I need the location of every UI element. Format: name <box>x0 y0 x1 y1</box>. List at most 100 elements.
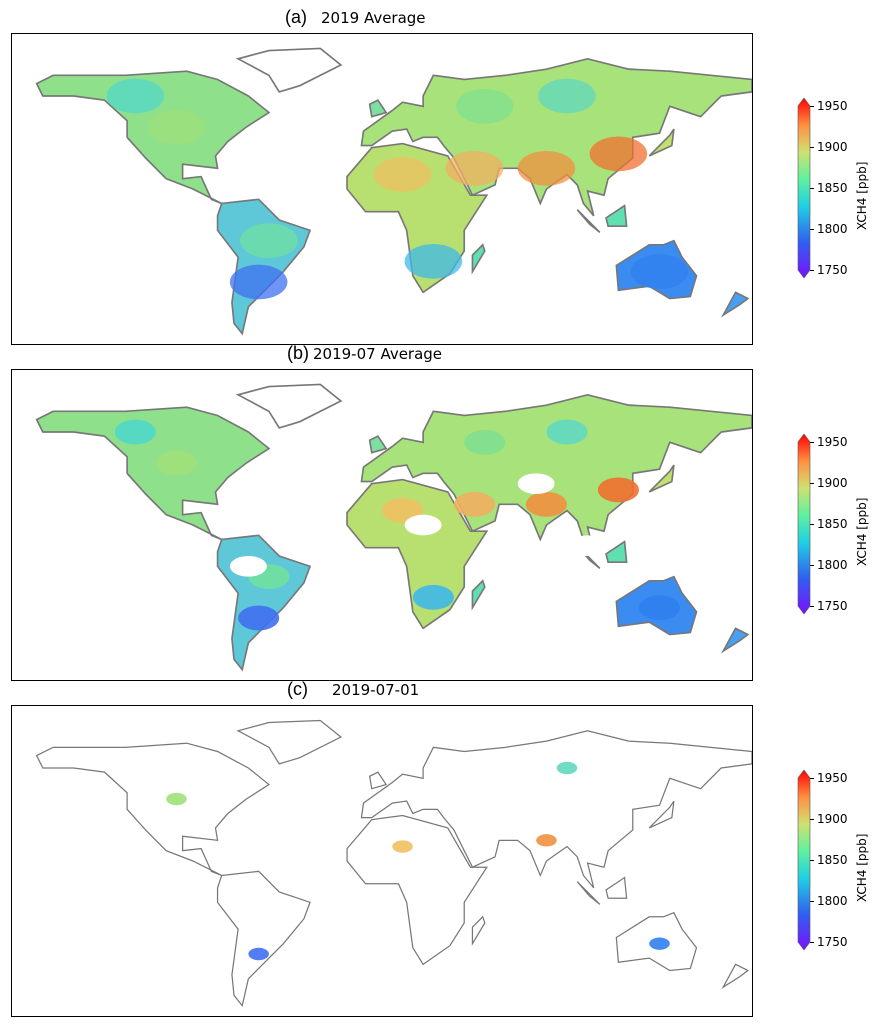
land-eu <box>360 730 752 889</box>
land-na <box>35 406 271 541</box>
colorbar-tick-label: 1900 <box>817 812 848 826</box>
land-nz <box>720 291 750 318</box>
colorbar-tick-label: 1800 <box>817 894 848 908</box>
colorbar-tick-label: 1750 <box>817 263 848 277</box>
xch4-region <box>556 761 578 775</box>
panel-title-text: 2019-07 Average <box>313 345 443 363</box>
xch4-region <box>106 78 165 114</box>
panel-label: (a) <box>285 7 307 27</box>
colorbar-tick-label: 1750 <box>817 935 848 949</box>
land-sa <box>216 534 312 672</box>
xch4-region <box>453 491 496 517</box>
xch4-region <box>166 792 187 806</box>
panel-title: (b) 2019-07 Average <box>287 343 442 364</box>
colorbar-tick-label: 1950 <box>817 435 848 449</box>
colorbar-tick-mark <box>810 442 814 443</box>
xch4-region <box>589 136 648 172</box>
land-mg <box>471 579 486 611</box>
xch4-region <box>229 264 288 300</box>
land-mg <box>471 915 486 946</box>
colorbar-tick-label: 1900 <box>817 476 848 490</box>
xch4-region <box>238 605 280 631</box>
colorbar-tick-mark <box>810 942 814 943</box>
colorbar-tick-mark <box>810 106 814 107</box>
xch4-region <box>538 78 596 114</box>
land-jp <box>648 128 675 157</box>
land-su <box>576 209 601 234</box>
panel-label: (b) <box>287 343 309 363</box>
colorbar-tick-label: 1900 <box>817 140 848 154</box>
map-panel-b <box>11 369 753 681</box>
xch4-region <box>649 937 670 950</box>
land-gl <box>235 47 343 93</box>
xch4-region <box>445 150 504 186</box>
colorbar-tick-mark <box>810 270 814 271</box>
colorbar-tick-mark <box>810 901 814 902</box>
xch4-region <box>456 88 514 124</box>
colorbar-tick-label: 1800 <box>817 558 848 572</box>
panel-title-text: 2019 Average <box>321 9 426 27</box>
land-jp <box>648 464 675 493</box>
colorbar-tick-label: 1850 <box>817 853 848 867</box>
colorbar-tick-mark <box>810 778 814 779</box>
colorbar-tick-mark <box>810 819 814 820</box>
xch4-region <box>373 157 432 192</box>
xch4-region <box>536 834 557 847</box>
xch4-region <box>638 595 681 621</box>
xch4-region <box>464 429 506 455</box>
xch4-region <box>392 840 413 853</box>
land-uk <box>368 771 388 790</box>
colorbar-label: XCH4 [ppb] <box>855 161 869 230</box>
land-bo <box>605 540 628 564</box>
xch4-region <box>404 243 463 279</box>
colorbar-tick-mark <box>810 565 814 566</box>
xch4-region <box>525 491 567 517</box>
land-na <box>35 742 271 877</box>
map-panel-a <box>11 33 753 345</box>
land-nz <box>720 627 750 654</box>
colorbar-tick-label: 1950 <box>817 99 848 113</box>
colorbar-tick-mark <box>810 229 814 230</box>
land-bo <box>605 876 628 899</box>
no-data-region <box>569 535 607 556</box>
no-data-region <box>404 514 442 536</box>
colorbar-tick-mark <box>810 147 814 148</box>
land-uk <box>368 99 388 118</box>
land-gl <box>236 719 343 765</box>
land-bo <box>605 204 628 228</box>
land-af <box>346 814 488 966</box>
colorbar <box>797 97 811 279</box>
colorbar <box>797 433 811 615</box>
no-data-region <box>517 473 555 494</box>
xch4-region <box>597 477 639 503</box>
xch4-region <box>630 254 689 290</box>
land-mg <box>471 243 486 275</box>
panel-title-text: 2019-07-01 <box>332 681 420 699</box>
land-uk <box>368 435 388 454</box>
colorbar-tick-label: 1850 <box>817 181 848 195</box>
xch4-region <box>517 150 576 186</box>
land-eu <box>360 393 752 553</box>
land-nz <box>721 963 750 989</box>
panel-title: (c) 2019-07-01 <box>287 679 419 700</box>
land-af <box>346 478 489 630</box>
colorbar-tick-mark <box>810 860 814 861</box>
land-gl <box>235 383 343 429</box>
land-su <box>576 881 601 905</box>
colorbar-tick-label: 1750 <box>817 599 848 613</box>
colorbar-tick-mark <box>810 483 814 484</box>
colorbar-tick-mark <box>810 524 814 525</box>
land-na <box>35 70 271 205</box>
xch4-region <box>248 947 269 961</box>
xch4-region <box>147 109 206 145</box>
colorbar-tick-mark <box>810 606 814 607</box>
panel-title: (a) 2019 Average <box>285 7 426 28</box>
xch4-region <box>546 419 588 445</box>
map-panel-c <box>11 705 753 1017</box>
xch4-region <box>412 584 454 610</box>
colorbar-tick-label: 1800 <box>817 222 848 236</box>
xch4-region <box>114 419 156 445</box>
xch4-region <box>240 223 298 259</box>
no-data-region <box>229 556 267 577</box>
panel-label: (c) <box>287 679 308 699</box>
